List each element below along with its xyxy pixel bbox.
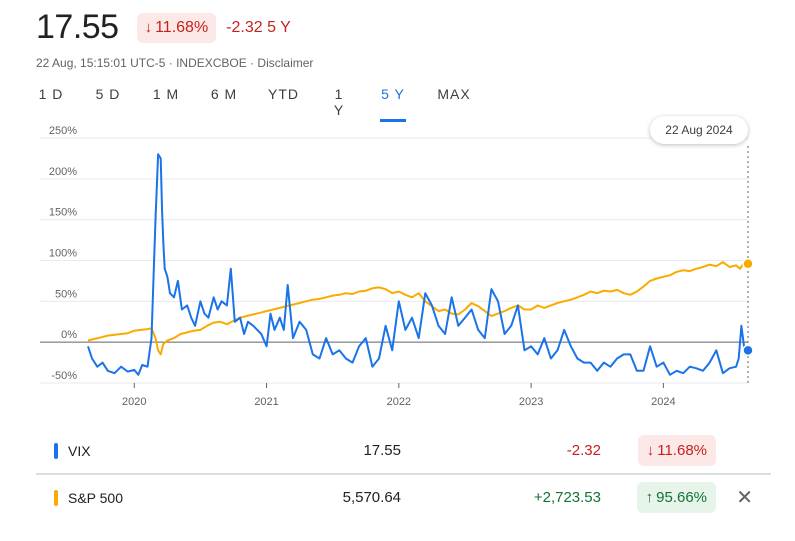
comparison-legend: VIX 17.55 -2.32 ↓ 11.68% S&P 500 5,570.6… [36, 428, 771, 520]
series-pct-badge: ↓ 11.68% [637, 435, 716, 466]
x-tick-label: 2024 [651, 396, 675, 408]
tab-max[interactable]: MAX [437, 86, 471, 102]
tab-1m[interactable]: 1 M [152, 86, 180, 102]
y-tick-label: 100% [49, 248, 77, 260]
tab-5d[interactable]: 5 D [95, 86, 121, 102]
y-tick-label: 200% [49, 166, 77, 178]
sp500-endpoint-dot [742, 258, 754, 270]
series-pct-value: 11.68% [657, 442, 707, 459]
tab-1d[interactable]: 1 D [38, 86, 64, 102]
tab-ytd[interactable]: YTD [268, 86, 299, 102]
quote-header: 17.55 ↓ 11.68% -2.32 5 Y [36, 8, 291, 47]
vix-endpoint-dot [742, 344, 754, 357]
absolute-change: -2.32 5 Y [226, 18, 291, 36]
x-tick-label: 2021 [254, 396, 278, 408]
series-pct-badge: ↑ 95.66% [636, 482, 716, 513]
tab-6m[interactable]: 6 M [210, 86, 238, 102]
x-tick-label: 2023 [519, 396, 543, 408]
arrow-down-icon: ↓ [646, 442, 655, 459]
time-range-tabs: 1 D 5 D 1 M 6 M YTD 1 Y 5 Y MAX [36, 86, 472, 122]
percent-change-badge: ↓ 11.68% [136, 12, 217, 43]
arrow-up-icon: ↑ [645, 489, 654, 506]
legend-row-vix[interactable]: VIX 17.55 -2.32 ↓ 11.68% [36, 428, 771, 474]
series-name: S&P 500 [68, 489, 124, 506]
hover-date-tooltip: 22 Aug 2024 [650, 116, 748, 144]
remove-comparison-close-icon[interactable]: ✕ [736, 487, 753, 509]
quote-timestamp-source: 22 Aug, 15:15:01 UTC-5 · INDEXCBOE · Dis… [36, 56, 314, 70]
chart-svg[interactable]: 250% 200% 150% 100% 50% 0% -50% 2020 2021 2022 202… [0, 112, 795, 422]
series-value: 17.55 [363, 442, 401, 459]
vix-color-swatch [54, 442, 58, 459]
current-price: 17.55 [36, 8, 119, 46]
legend-row-sp500[interactable]: S&P 500 5,570.64 +2,723.53 ↑ 95.66% ✕ [36, 474, 771, 520]
y-tick-label: 50% [55, 288, 77, 300]
vix-line [87, 153, 749, 376]
x-tick-label: 2022 [387, 396, 411, 408]
series-abs-change: +2,723.53 [533, 489, 601, 506]
arrow-down-icon: ↓ [144, 19, 153, 36]
series-name: VIX [68, 442, 91, 459]
sp500-color-swatch [54, 489, 58, 506]
tab-5y[interactable]: 5 Y [380, 86, 406, 122]
percent-change-value: 11.68% [155, 18, 209, 36]
series-abs-change: -2.32 [566, 442, 601, 459]
x-tick-label: 2020 [122, 396, 146, 408]
series-pct-value: 95.66% [656, 489, 707, 506]
y-tick-label: -50% [51, 370, 77, 382]
y-tick-label: 150% [49, 207, 77, 219]
y-tick-label: 0% [61, 329, 77, 341]
sp500-line [87, 261, 749, 356]
comparison-chart[interactable]: 250% 200% 150% 100% 50% 0% -50% 2020 2021 2022 202… [0, 112, 795, 422]
tab-1y[interactable]: 1 Y [333, 86, 345, 118]
y-tick-label: 250% [49, 125, 77, 137]
series-value: 5,570.64 [342, 489, 401, 506]
